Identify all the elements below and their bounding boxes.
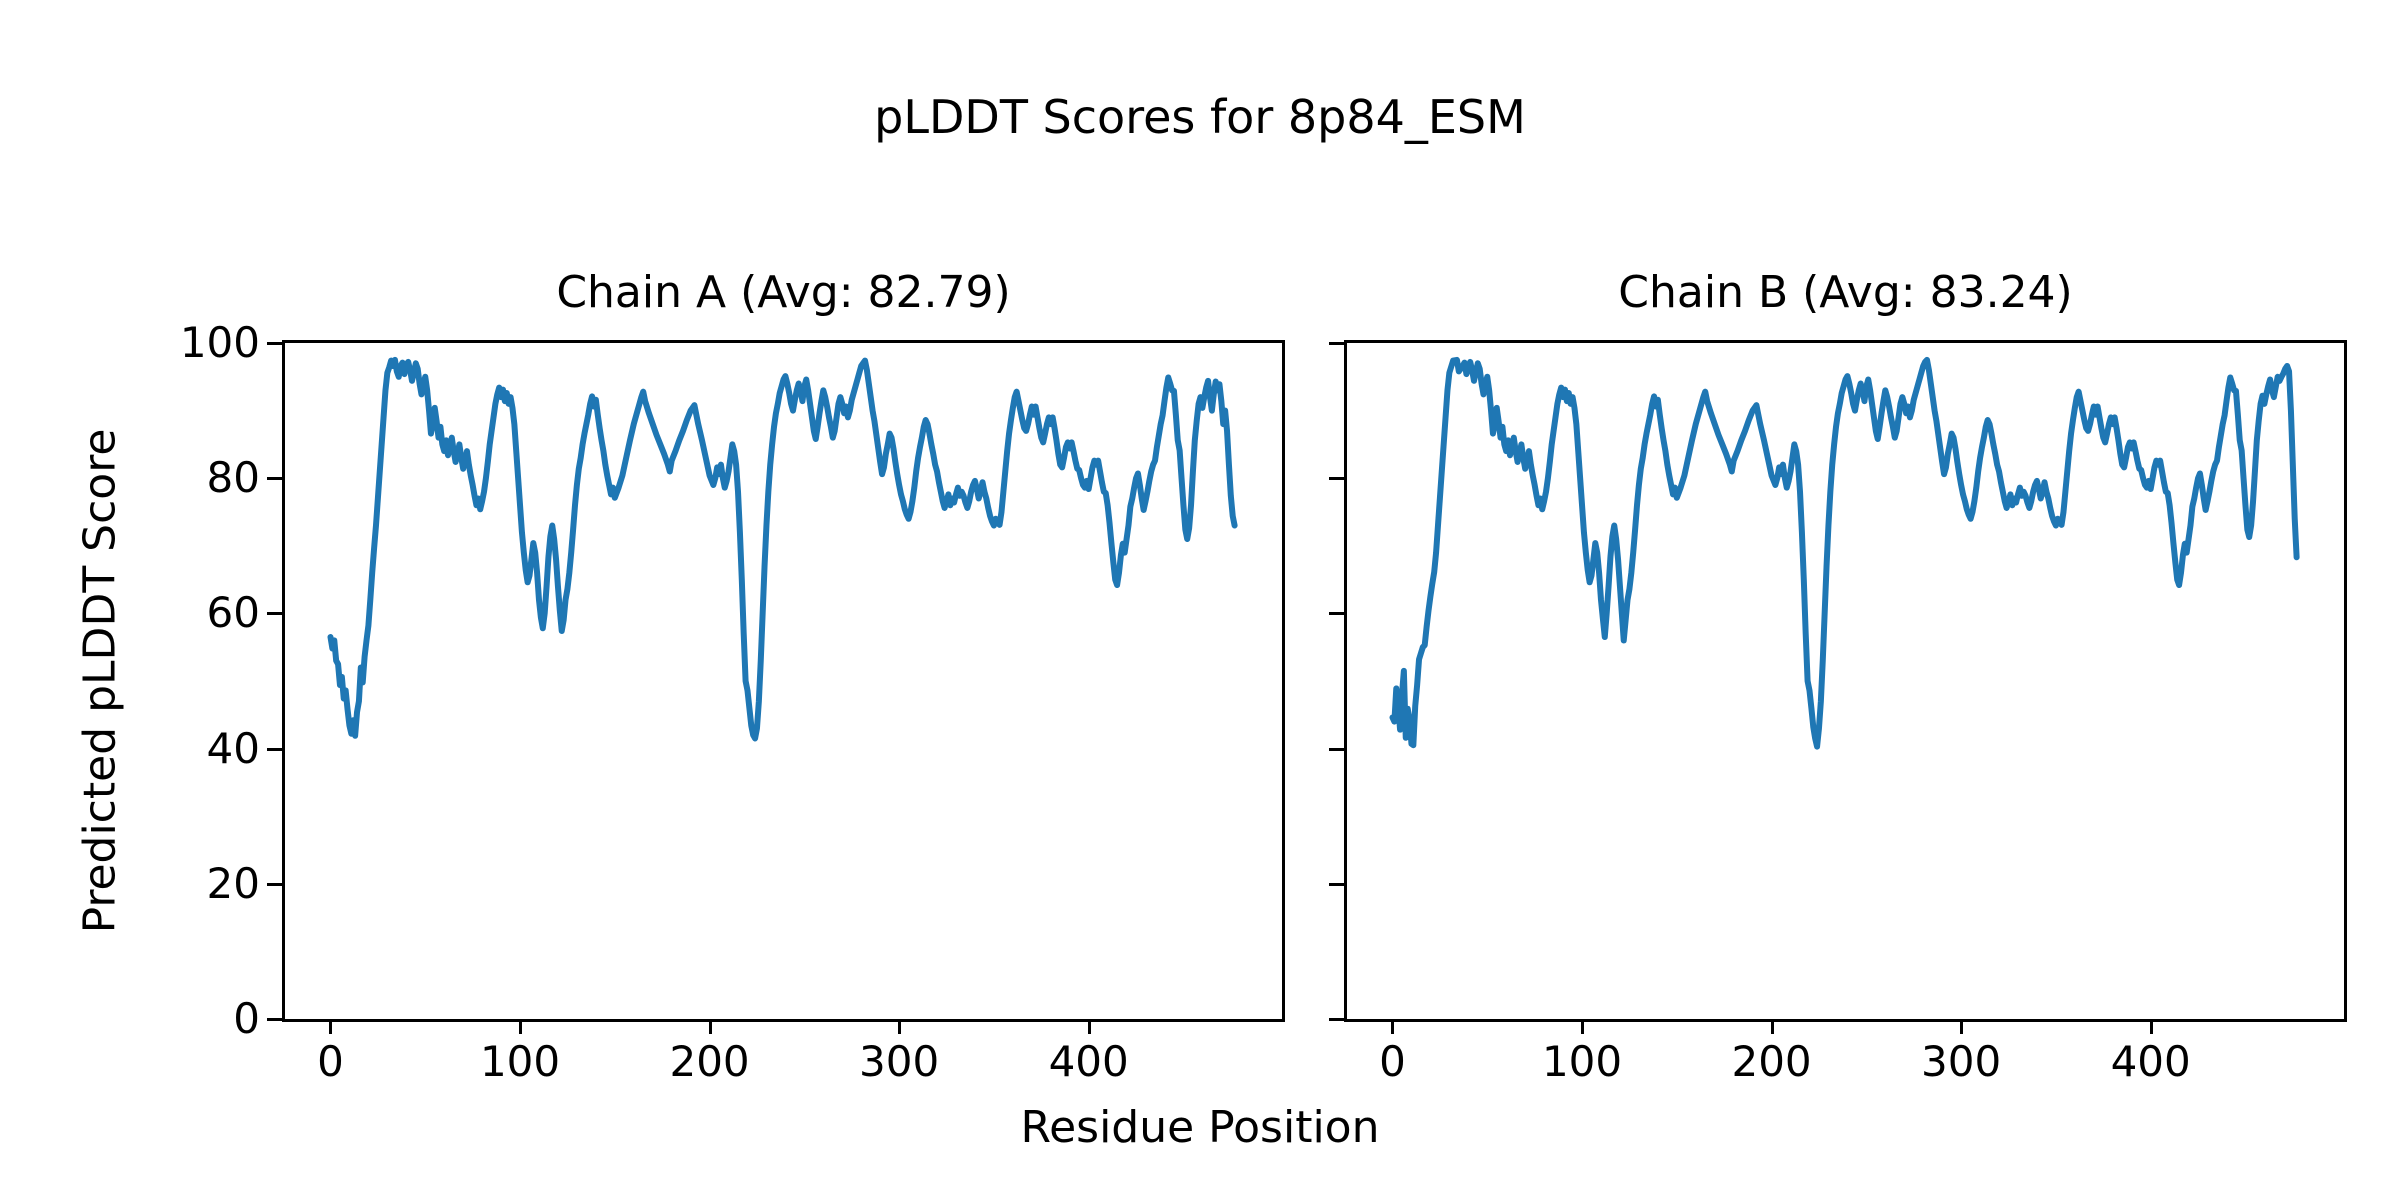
x-tick-mark (519, 1019, 523, 1034)
chain-a-plot: 0 100 200 300 400 0 20 40 60 80 100 (180, 322, 1285, 1083)
x-tick-label: 200 (1731, 1037, 1812, 1086)
chain-b-title: Chain B (Avg: 83.24) (1618, 267, 2073, 318)
y-tick-mark (267, 612, 282, 616)
x-tick-label: 300 (859, 1037, 940, 1086)
figure-title: pLDDT Scores for 8p84_ESM (874, 90, 1526, 144)
x-tick-label: 300 (1921, 1037, 2002, 1086)
y-tick-label: 0 (233, 994, 260, 1043)
y-tick-label: 60 (206, 588, 260, 638)
x-tick-label: 0 (317, 1037, 344, 1086)
y-axis-label: Predicted pLDDT Score (74, 428, 126, 934)
x-tick-mark (329, 1019, 333, 1034)
x-tick-mark (1391, 1019, 1395, 1034)
plddt-line (1392, 360, 2296, 747)
y-tick-mark (1329, 477, 1344, 481)
y-tick-mark (1329, 747, 1344, 751)
y-tick-label: 40 (206, 723, 260, 773)
plot-area (285, 343, 1282, 1019)
plot-area (1347, 343, 2344, 1019)
x-tick-label: 100 (479, 1037, 561, 1086)
x-tick-mark (708, 1019, 712, 1034)
y-tick-mark (267, 747, 282, 751)
y-tick-mark (267, 1018, 282, 1021)
x-tick-mark (1960, 1019, 1964, 1034)
x-tick-mark (1581, 1019, 1585, 1034)
x-tick-mark (2149, 1019, 2153, 1034)
x-tick-label: 200 (669, 1037, 750, 1086)
y-tick-mark (1329, 882, 1344, 886)
y-tick-label: 80 (206, 453, 260, 503)
x-tick-label: 400 (1048, 1037, 1129, 1086)
chain-a-title: Chain A (Avg: 82.79) (556, 267, 1011, 318)
y-tick-mark (1329, 612, 1344, 616)
y-tick-mark (1329, 342, 1344, 345)
x-tick-mark (898, 1019, 902, 1034)
y-tick-mark (267, 882, 282, 886)
x-tick-label: 100 (1541, 1037, 1623, 1086)
y-tick-label: 20 (206, 858, 260, 908)
y-tick-mark (267, 342, 282, 345)
plddt-line (330, 360, 1234, 739)
x-tick-label: 400 (2110, 1037, 2191, 1086)
y-tick-mark (267, 477, 282, 481)
x-tick-label: 0 (1379, 1037, 1406, 1086)
y-tick-mark (1329, 1018, 1344, 1021)
y-tick-label: 100 (179, 318, 260, 367)
chain-b-plot: 0 100 200 300 400 (1329, 340, 2347, 1083)
x-tick-mark (1087, 1019, 1091, 1034)
x-axis-label: Residue Position (1020, 1102, 1380, 1153)
x-tick-mark (1770, 1019, 1774, 1034)
